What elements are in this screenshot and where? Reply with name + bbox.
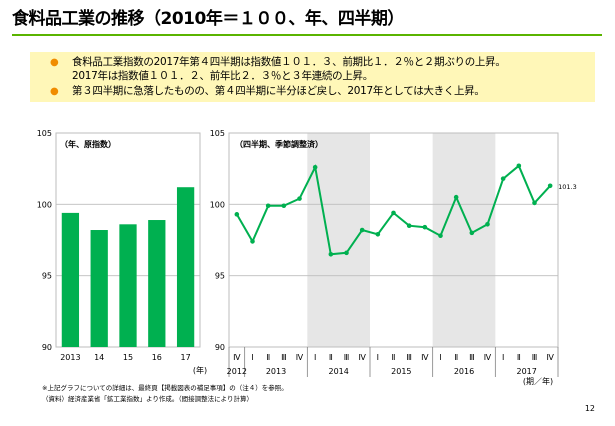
- line-quarter-label: Ⅲ: [281, 353, 287, 362]
- line-point-2012-IV: [234, 212, 240, 217]
- line-chart-title: （四半期、季節調整済）: [235, 139, 323, 149]
- line-last-value-label: 101.3: [558, 183, 577, 191]
- line-year-label: 2015: [391, 367, 411, 376]
- line-quarter-label: Ⅳ: [296, 353, 304, 362]
- line-year-label: 2012: [227, 367, 247, 376]
- bar-y-tick-label: 95: [42, 272, 52, 281]
- line-quarter-label: Ⅰ: [439, 353, 441, 362]
- line-year-label: 2017: [516, 367, 536, 376]
- line-year-label: 2016: [454, 367, 474, 376]
- line-quarter-label: Ⅳ: [546, 353, 554, 362]
- bar-y-tick-label: 105: [37, 129, 52, 138]
- bullet-dot-icon: ●: [50, 86, 59, 97]
- bar-x-tick-label: 14: [94, 353, 104, 362]
- line-point-2016-III: [469, 230, 475, 236]
- bar-chart-title: （年、原指数）: [60, 139, 116, 149]
- bar-x-tick-label: 2013: [60, 353, 80, 362]
- line-quarter-label: Ⅲ: [406, 353, 412, 362]
- line-quarter-label: Ⅱ: [517, 353, 521, 362]
- bar-14: [90, 230, 108, 347]
- source-note: （資料）経済産業省「鉱工業指数」より作成。（間接調整法により計算）: [42, 395, 253, 403]
- line-plot-frame: [228, 132, 559, 348]
- line-quarter-label: Ⅳ: [484, 353, 492, 362]
- bar-y-tick-label: 90: [42, 343, 52, 352]
- line-quarter-label: Ⅲ: [344, 353, 350, 362]
- line-point-2014-I: [312, 164, 318, 170]
- line-point-2015-III: [406, 223, 412, 229]
- line-point-2014-II: [328, 251, 334, 257]
- line-shade-2014: [307, 133, 370, 347]
- summary-callout: ● 食料品工業指数の2017年第４四半期は指数値１０１．３、前期比１．２％と２期…: [30, 52, 595, 102]
- bar-x-tick-label: 15: [123, 353, 133, 362]
- line-y-tick-label: 100: [210, 200, 225, 209]
- bullet-dot-icon: ●: [50, 57, 59, 68]
- line-y-tick-label: 95: [215, 272, 225, 281]
- line-y-tick-label: 90: [215, 343, 225, 352]
- line-y-tick-label: 105: [210, 129, 225, 138]
- bar-2013: [61, 212, 80, 347]
- line-quarter-label: Ⅳ: [233, 353, 241, 362]
- line-quarter-label: Ⅳ: [421, 353, 429, 362]
- line-quarter-label: Ⅰ: [502, 353, 504, 362]
- line-point-2014-IV: [359, 227, 365, 233]
- line-quarter-label: Ⅳ: [358, 353, 366, 362]
- line-point-2015-I: [375, 231, 381, 237]
- bar-x-tick-label: 16: [152, 353, 162, 362]
- summary-text-1: 食料品工業指数の2017年第４四半期は指数値１０１．３、前期比１．２％と２期ぶり…: [72, 56, 506, 68]
- summary-text-3: 第３四半期に急落したものの、第４四半期に半分ほど戻し、2017年としては大きく上…: [72, 85, 485, 97]
- line-point-2017-II: [516, 163, 522, 169]
- line-point-2013-III: [281, 203, 287, 209]
- line-quarter-label: Ⅱ: [329, 353, 333, 362]
- footnote: ※上記グラフについての詳細は、最終頁【掲載図表の補足事項】の（注４）を参照。: [42, 384, 288, 392]
- bar-x-unit-label: (年): [193, 365, 207, 375]
- line-point-2017-I: [500, 176, 506, 181]
- line-quarter-label: Ⅲ: [469, 353, 475, 362]
- line-shade-2016: [432, 133, 496, 347]
- line-quarter-label: Ⅲ: [532, 353, 538, 362]
- line-point-2016-I: [438, 233, 443, 239]
- line-quarter-label: Ⅱ: [454, 353, 458, 362]
- line-point-2016-II: [453, 194, 459, 200]
- line-point-2016-IV: [485, 222, 490, 227]
- line-point-2014-III: [344, 250, 349, 256]
- line-year-label: 2013: [266, 367, 286, 376]
- title-underline: [12, 34, 602, 36]
- bar-15: [119, 224, 137, 347]
- line-point-2017-III: [532, 200, 537, 206]
- bar-16: [148, 220, 166, 347]
- line-x-unit-label: (期／年): [523, 376, 553, 386]
- line-quarter-label: Ⅰ: [377, 353, 379, 362]
- line-point-2013-II: [265, 203, 271, 209]
- page-number: 12: [584, 404, 595, 413]
- line-quarter-label: Ⅱ: [392, 353, 396, 362]
- line-year-label: 2014: [328, 367, 348, 376]
- summary-text-2: 2017年は指数値１０１．２、前年比２．３％と３年連続の上昇。: [72, 70, 373, 82]
- bar-x-tick-label: 17: [181, 353, 191, 362]
- page-title: 食料品工業の推移（2010年＝１００、年、四半期）: [12, 9, 404, 29]
- line-quarter-label: Ⅰ: [314, 353, 316, 362]
- line-point-2013-IV: [297, 196, 302, 201]
- bar-17: [176, 187, 195, 347]
- line-quarter-label: Ⅰ: [251, 353, 253, 362]
- line-quarter-label: Ⅱ: [266, 353, 270, 362]
- line-point-2017-IV: [547, 183, 553, 189]
- line-point-2013-I: [250, 239, 255, 244]
- line-point-2015-IV: [422, 224, 428, 230]
- line-point-2015-II: [391, 210, 396, 216]
- bar-y-tick-label: 100: [37, 200, 52, 209]
